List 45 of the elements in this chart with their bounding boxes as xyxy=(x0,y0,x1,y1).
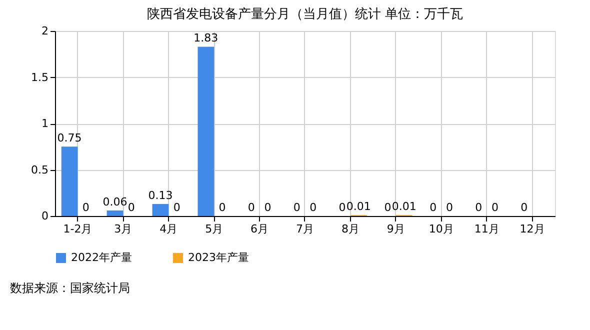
x-tick-label: 1-2月 xyxy=(63,222,92,236)
y-tick-label: 1 xyxy=(42,117,48,130)
data-label: 0.01 xyxy=(392,200,416,214)
data-label: 0.13 xyxy=(148,188,173,202)
y-tick-label: 1.5 xyxy=(31,70,48,84)
data-label: 0 xyxy=(293,201,300,214)
data-label: 0.06 xyxy=(102,195,128,208)
data-label: 0 xyxy=(128,201,135,214)
source-note: 数据来源：国家统计局 xyxy=(10,281,130,295)
legend-label: 2023年产量 xyxy=(188,251,249,264)
data-label: 0 xyxy=(264,201,272,214)
x-tick-label: 11月 xyxy=(474,222,500,236)
x-tick-label: 5月 xyxy=(205,222,224,236)
data-label: 0 xyxy=(310,201,317,214)
x-tick-label: 9月 xyxy=(386,222,405,236)
x-tick-label: 7月 xyxy=(296,222,314,236)
data-label: 0.75 xyxy=(57,132,82,145)
data-label: 0 xyxy=(248,201,255,214)
data-label: 0 xyxy=(520,201,528,214)
x-tick-label: 4月 xyxy=(160,222,178,236)
data-label: 0 xyxy=(338,201,346,214)
bar xyxy=(152,204,169,216)
y-tick-label: 2 xyxy=(42,24,48,38)
data-label: 1.83 xyxy=(194,32,218,45)
bar xyxy=(198,46,214,216)
data-label: 0 xyxy=(430,201,437,214)
x-tick-label: 6月 xyxy=(250,222,269,236)
data-label: 0 xyxy=(384,201,392,214)
data-label: 0 xyxy=(446,201,454,214)
data-label: 0 xyxy=(218,201,226,214)
bar xyxy=(106,210,124,216)
x-tick-label: 10月 xyxy=(428,222,454,236)
x-tick-label: 3月 xyxy=(114,222,132,236)
data-label: 0 xyxy=(492,201,498,214)
data-label: 0 xyxy=(173,201,180,214)
chart-title: 陕西省发电设备产量分月（当月值）统计 单位：万千瓦 xyxy=(146,7,464,22)
y-tick-label: 0.5 xyxy=(31,163,48,176)
data-label: 0 xyxy=(475,201,482,214)
data-label: 0.01 xyxy=(346,200,371,214)
legend-label: 2022年产量 xyxy=(71,251,132,264)
bar xyxy=(61,146,78,216)
x-tick-label: 8月 xyxy=(341,222,360,236)
data-label: 0 xyxy=(82,201,90,214)
x-tick-label: 12月 xyxy=(520,222,545,236)
y-tick-label: 0 xyxy=(42,210,48,222)
